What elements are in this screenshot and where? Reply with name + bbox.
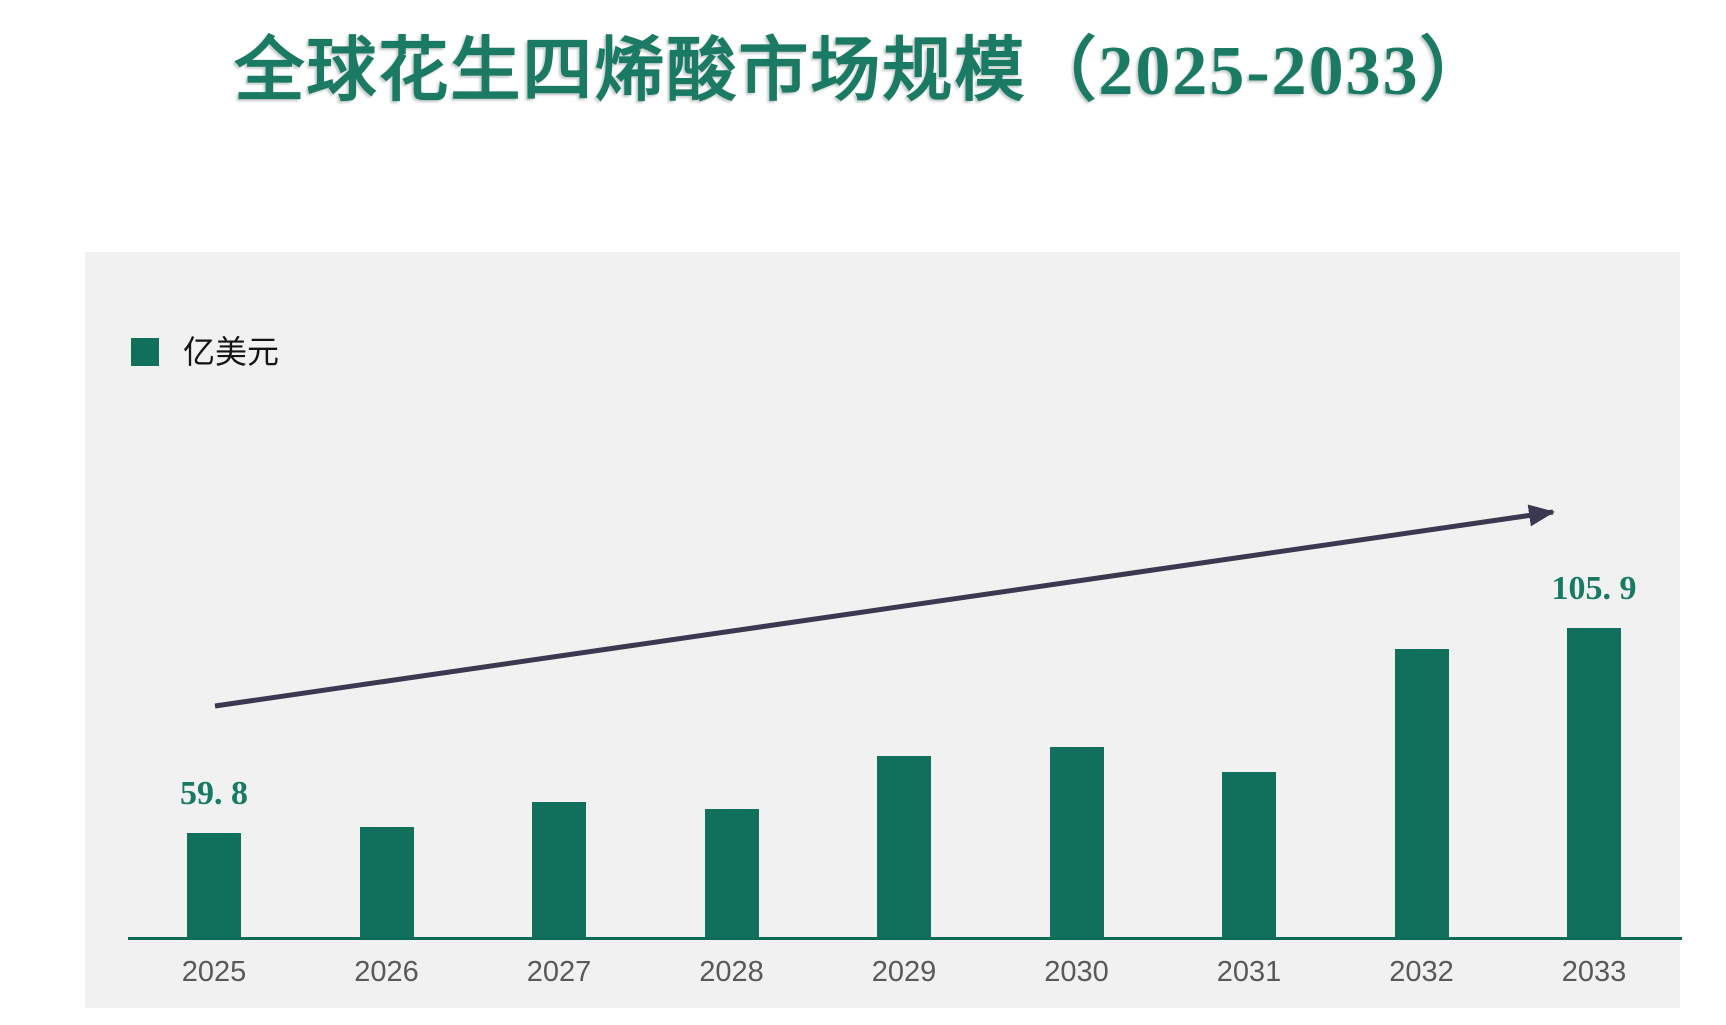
value-label-2025: 59. 8 [180, 775, 248, 812]
x-tick-2025: 2025 [181, 956, 247, 988]
bar-2026 [359, 827, 414, 937]
plot-panel: 亿美元 59. 8 105. 9 2025 2026 2027 2028 2029 2030… [85, 252, 1682, 1008]
bar-2028 [704, 809, 759, 937]
x-tick-2026: 2026 [354, 956, 419, 988]
x-tick-2031: 2031 [1216, 956, 1282, 988]
x-tick-2033: 2033 [1561, 956, 1627, 988]
bar-2027 [532, 802, 586, 937]
bar-2030 [1049, 747, 1104, 937]
bar-2031 [1222, 772, 1276, 937]
legend-swatch [131, 338, 159, 366]
bar-2033 [1567, 628, 1621, 937]
chart-title: 全球花生四烯酸市场规模（2025-2033） [234, 33, 1492, 110]
x-tick-2030: 2030 [1044, 956, 1109, 988]
x-tick-2028: 2028 [699, 956, 764, 988]
x-tick-2032: 2032 [1389, 956, 1454, 988]
bar-2029 [877, 756, 931, 937]
x-tick-2027: 2027 [526, 956, 592, 988]
bar-2032 [1394, 649, 1449, 937]
value-label-2033: 105. 9 [1551, 570, 1637, 607]
trend-arrow-icon [214, 504, 1555, 709]
bar-2025 [187, 833, 241, 937]
x-tick-2029: 2029 [871, 956, 937, 988]
x-axis-line [128, 937, 1682, 940]
legend: 亿美元 [131, 336, 279, 368]
legend-label: 亿美元 [183, 334, 280, 370]
